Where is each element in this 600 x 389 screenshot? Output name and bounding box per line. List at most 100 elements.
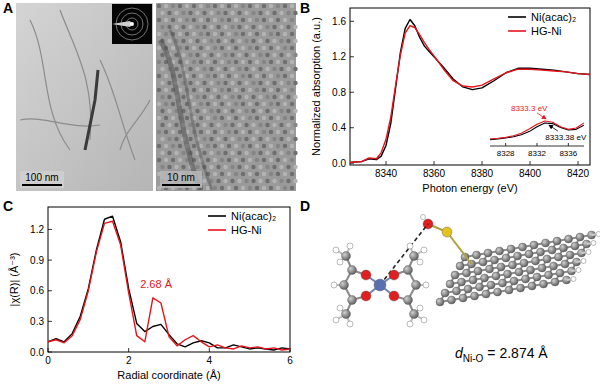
lattice-texture (272, 11, 276, 15)
lattice-texture (286, 165, 290, 169)
lattice-texture (227, 18, 231, 22)
graphene-atom (537, 248, 545, 256)
lattice-texture (272, 39, 276, 43)
graphene-atom (533, 273, 541, 281)
lattice-texture (293, 95, 297, 99)
lattice-texture (248, 116, 252, 120)
lattice-texture (181, 53, 185, 57)
lattice-texture (195, 95, 199, 99)
chart: 834083608380840084200.00.40.81.21.6Photo… (310, 8, 590, 194)
lattice-texture (279, 11, 283, 15)
lattice-texture (167, 25, 171, 29)
y-tick (350, 92, 354, 93)
lattice-texture (290, 172, 294, 176)
lattice-texture (178, 158, 182, 162)
graphene-atom (479, 258, 487, 266)
lattice-texture (262, 158, 266, 162)
lattice-texture (195, 109, 199, 113)
lattice-texture (248, 102, 252, 106)
lattice-texture (230, 109, 234, 113)
lattice-texture (209, 67, 213, 71)
x-tick (209, 348, 210, 352)
lattice-texture (269, 74, 273, 78)
lattice-texture (265, 165, 269, 169)
lattice-texture (227, 144, 231, 148)
lattice-texture (199, 18, 203, 22)
lattice-texture (223, 165, 227, 169)
lattice-texture (209, 81, 213, 85)
lattice-texture (206, 74, 210, 78)
graphene-atom (436, 298, 444, 306)
lattice-texture (237, 137, 241, 141)
lattice-texture (265, 11, 269, 15)
lattice-texture (272, 67, 276, 71)
lattice-texture (262, 88, 266, 92)
lattice-texture (290, 46, 294, 50)
lattice-texture (276, 130, 280, 134)
lattice-texture (206, 144, 210, 148)
lattice-texture (216, 81, 220, 85)
lattice-texture (244, 53, 248, 57)
lattice-texture (244, 137, 248, 141)
lattice-texture (244, 123, 248, 127)
lattice-texture (244, 25, 248, 29)
legend-label: HG-Ni (231, 224, 262, 236)
lattice-texture (213, 46, 217, 50)
legend: Ni(acac)₂HG-Ni (208, 210, 276, 236)
lattice-texture (244, 81, 248, 85)
lattice-texture (248, 158, 252, 162)
lattice-texture (192, 4, 196, 8)
y-axis-title: Normalized absorption (a.u.) (310, 17, 322, 156)
lattice-texture (160, 165, 164, 169)
lattice-texture (220, 4, 224, 8)
annotation: 8333.38 eV (545, 125, 587, 142)
lattice-texture (255, 32, 259, 36)
graphene-atom (453, 287, 461, 295)
lattice-texture (244, 165, 248, 169)
lattice-texture (248, 88, 252, 92)
lattice-texture (234, 32, 238, 36)
lattice-texture (206, 60, 210, 64)
lattice-texture (269, 186, 273, 190)
graphene-atom (502, 254, 510, 262)
x-tick-label: 8420 (567, 168, 590, 179)
lattice-texture (251, 11, 255, 15)
y-tick (350, 21, 354, 22)
lattice-texture (174, 151, 178, 155)
lattice-texture (290, 186, 294, 190)
lattice-texture (206, 46, 210, 50)
lattice-texture (265, 95, 269, 99)
lattice-texture (241, 88, 245, 92)
lattice-texture (213, 144, 217, 148)
lattice-texture (258, 123, 262, 127)
lattice-texture (192, 102, 196, 106)
lattice-texture (209, 39, 213, 43)
tem-image-high-mag (156, 3, 296, 191)
lattice-texture (178, 74, 182, 78)
lattice-texture (279, 53, 283, 57)
lattice-texture (209, 151, 213, 155)
series-line (350, 26, 590, 163)
lattice-texture (220, 18, 224, 22)
lattice-texture (241, 102, 245, 106)
graphene-atom (556, 269, 564, 277)
lattice-texture (188, 137, 192, 141)
ni-o-distance (380, 224, 428, 285)
lattice-texture (202, 179, 206, 183)
panel-letter: A (3, 0, 13, 16)
lattice-texture (157, 88, 161, 92)
lattice-texture (202, 25, 206, 29)
lattice-texture (244, 67, 248, 71)
lattice-texture (248, 60, 252, 64)
graphene-atom (459, 294, 467, 302)
lattice-texture (164, 18, 168, 22)
lattice-texture (293, 67, 297, 71)
lattice-texture (223, 25, 227, 29)
lattice-texture (290, 116, 294, 120)
lattice-texture (230, 39, 234, 43)
lattice-texture (188, 81, 192, 85)
lattice-texture (216, 25, 220, 29)
lattice-texture (255, 130, 259, 134)
lattice-texture (160, 25, 164, 29)
lattice-texture (213, 60, 217, 64)
